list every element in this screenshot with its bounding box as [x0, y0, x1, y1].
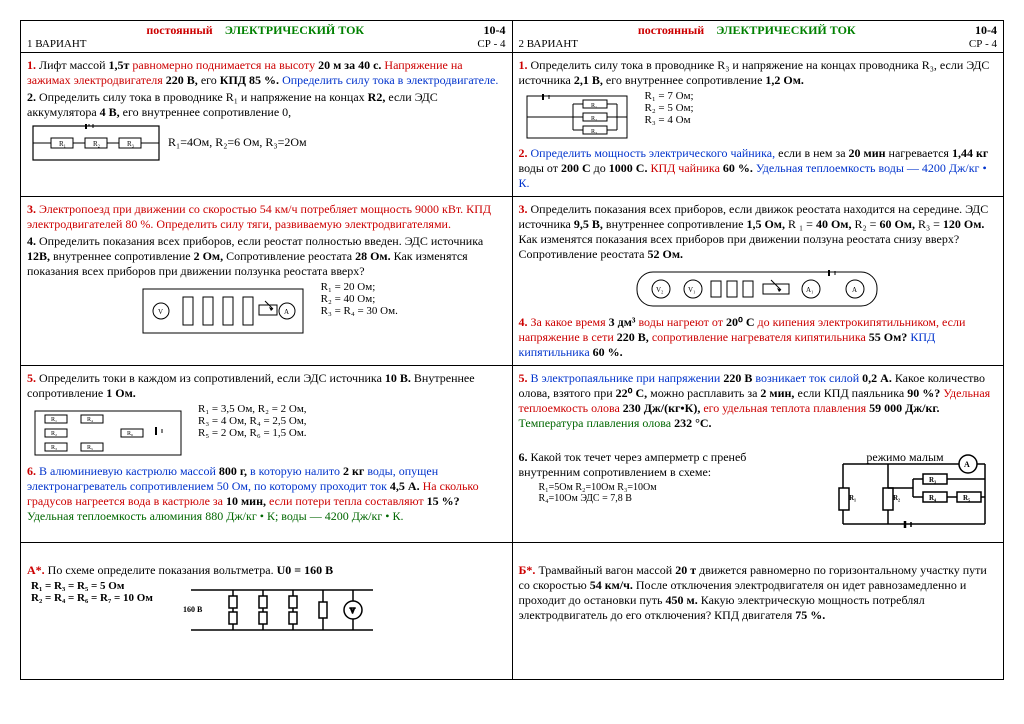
svg-text:R₂: R₂	[893, 494, 900, 502]
right-5-6: 5. В электропаяльнике при напряжении 220…	[512, 366, 1004, 543]
left-A: А*. По схеме определите показания вольтм…	[21, 543, 513, 680]
left-5-6: 5. Определить токи в каждом из сопротивл…	[21, 366, 513, 543]
title-main: ЭЛЕКТРИЧЕСКИЙ ТОК	[225, 23, 364, 37]
header-row: постоянный ЭЛЕКТРИЧЕСКИЙ ТОК 10-4 1 ВАРИ…	[21, 21, 1004, 53]
variant-1: 1 ВАРИАНТ	[27, 38, 87, 50]
title-code-2: 10-4	[975, 23, 997, 38]
svg-text:R₆: R₆	[127, 431, 133, 437]
row-2: 3. Электропоезд при движении со скорость…	[21, 197, 1004, 366]
header-left: постоянный ЭЛЕКТРИЧЕСКИЙ ТОК 10-4 1 ВАРИ…	[21, 21, 513, 53]
circuit-r1: R₁ R₂ R₃	[523, 92, 633, 142]
params-2: R₁=4Ом, R₂=6 Ом, R₃=2Ом	[168, 135, 307, 149]
svg-text:R₁: R₁	[849, 494, 856, 502]
svg-text:V₁: V₁	[688, 286, 696, 294]
svg-text:A: A	[852, 286, 857, 294]
svg-text:V: V	[158, 308, 163, 316]
row-1: 1. Лифт массой 1,5т равномерно поднимает…	[21, 53, 1004, 197]
circuit-A: 160 В V	[183, 582, 383, 637]
svg-text:R₅: R₅	[87, 445, 93, 451]
svg-text:R₃: R₃	[591, 129, 597, 135]
svg-text:A: A	[284, 308, 289, 316]
svg-text:A₁: A₁	[806, 286, 814, 294]
title-prefix-2: постоянный	[638, 23, 704, 37]
circuit-4: V A	[139, 283, 309, 338]
svg-text:V₂: V₂	[656, 286, 664, 294]
svg-text:A: A	[964, 460, 970, 469]
right-3-4: 3. Определить показания всех приборов, е…	[512, 197, 1004, 366]
variant-2: 2 ВАРИАНТ	[519, 38, 579, 50]
title-main-2: ЭЛЕКТРИЧЕСКИЙ ТОК	[716, 23, 855, 37]
svg-text:R₄: R₄	[929, 494, 937, 502]
svg-text:160 В: 160 В	[183, 605, 203, 614]
svg-text:R₂: R₂	[51, 431, 57, 437]
circuit-5: R₁ R₂ R₃ R₄ R₅ R₆	[31, 405, 186, 460]
svg-text:R₃: R₃	[929, 476, 936, 484]
svg-text:R₁: R₁	[591, 103, 597, 109]
right-B: Б*. Трамвайный вагон массой 20 т движетс…	[512, 543, 1004, 680]
row-4: А*. По схеме определите показания вольтм…	[21, 543, 1004, 680]
title-prefix: постоянный	[146, 23, 212, 37]
title-code: 10-4	[484, 23, 506, 38]
right-1-2: 1. Определить силу тока в проводнике R₃ …	[512, 53, 1004, 197]
svg-text:R₂: R₂	[591, 116, 597, 122]
cp-2: СР - 4	[969, 38, 997, 50]
circuit-1: R₁ R₂ R₃	[31, 124, 161, 162]
svg-text:R₁: R₁	[51, 417, 57, 423]
circuit-r3: V₂ V₁ A₁ A	[633, 266, 883, 311]
row-3: 5. Определить токи в каждом из сопротивл…	[21, 366, 1004, 543]
svg-text:R₃: R₃	[51, 445, 57, 451]
svg-text:V: V	[350, 607, 355, 615]
svg-text:R₂: R₂	[93, 140, 101, 148]
svg-text:R₃: R₃	[127, 140, 135, 148]
left-3-4: 3. Электропоезд при движении со скорость…	[21, 197, 513, 366]
worksheet-table: постоянный ЭЛЕКТРИЧЕСКИЙ ТОК 10-4 1 ВАРИ…	[20, 20, 1004, 680]
svg-text:R₄: R₄	[87, 417, 93, 423]
left-1-2: 1. Лифт массой 1,5т равномерно поднимает…	[21, 53, 513, 197]
header-right: постоянный ЭЛЕКТРИЧЕСКИЙ ТОК 10-4 2 ВАРИ…	[512, 21, 1004, 53]
svg-text:R₁: R₁	[59, 140, 66, 148]
cp-1: СР - 4	[477, 38, 505, 50]
num: 1.	[27, 58, 36, 72]
circuit-r6: A R₁ R₂ R₃ R₄ R₅	[833, 452, 993, 537]
svg-text:R₅: R₅	[963, 494, 970, 502]
